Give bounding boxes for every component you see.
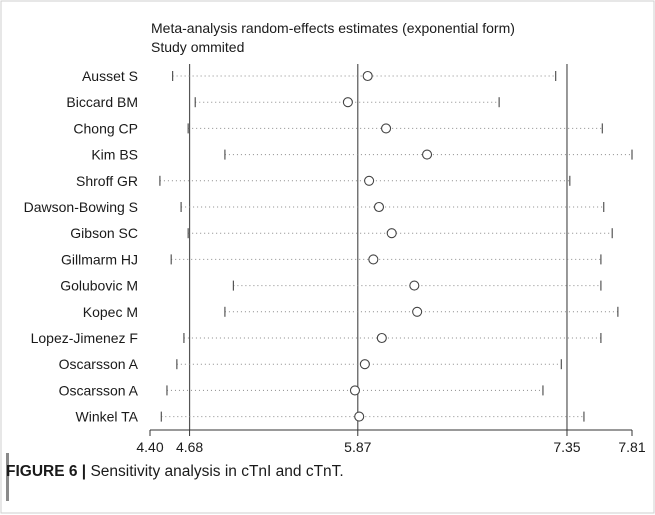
study-label: Chong CP xyxy=(73,120,138,136)
chart-title: Meta-analysis random-effects estimates (… xyxy=(151,20,515,36)
study-row: Lopez-Jimenez F xyxy=(31,330,602,346)
study-row: Shroff GR xyxy=(76,173,571,189)
study-label: Oscarsson A xyxy=(59,356,139,372)
estimate-point xyxy=(368,254,379,265)
study-row: Kim BS xyxy=(91,147,633,163)
chart-subtitle: Study ommited xyxy=(151,39,244,55)
study-label: Kim BS xyxy=(91,147,138,163)
study-label: Lopez-Jimenez F xyxy=(31,330,138,346)
caption-text: Sensitivity analysis in cTnI and cTnT. xyxy=(86,463,344,480)
study-row: Biccard BM xyxy=(66,94,500,110)
estimate-point xyxy=(354,411,365,422)
study-label: Golubovic M xyxy=(60,278,138,294)
study-row: Ausset S xyxy=(82,68,557,84)
study-row: Chong CP xyxy=(73,120,603,136)
estimate-point xyxy=(359,359,370,370)
study-label: Winkel TA xyxy=(76,409,139,425)
figure-caption: FIGURE 6 | Sensitivity analysis in cTnI … xyxy=(6,463,344,481)
x-tick-label: 7.81 xyxy=(618,439,645,455)
estimate-point xyxy=(386,228,397,239)
estimate-point xyxy=(412,306,423,317)
x-tick-label: 7.35 xyxy=(553,439,580,455)
study-row: Golubovic M xyxy=(60,278,602,294)
estimate-point xyxy=(381,123,392,134)
study-label: Gibson SC xyxy=(70,225,138,241)
x-tick-label: 4.68 xyxy=(176,439,203,455)
estimate-point xyxy=(342,97,353,108)
study-rows: Ausset S Biccard BM Chong CP Kim BS Shroff G… xyxy=(24,68,633,425)
study-label: Oscarsson A xyxy=(59,382,139,398)
caption-rule xyxy=(6,453,9,501)
study-label: Dawson-Bowing S xyxy=(24,199,138,215)
study-label: Kopec M xyxy=(83,304,138,320)
study-label: Gillmarm HJ xyxy=(61,251,138,267)
study-row: Winkel TA xyxy=(76,409,585,425)
estimate-point xyxy=(362,70,373,82)
study-row: Gillmarm HJ xyxy=(61,251,602,267)
study-label: Biccard BM xyxy=(66,94,138,110)
estimate-point xyxy=(421,149,433,160)
x-tick-label: 4.40 xyxy=(136,439,163,455)
study-row: Gibson SC xyxy=(70,225,613,241)
study-label: Shroff GR xyxy=(76,173,138,189)
reference-lines xyxy=(188,64,568,430)
caption-label: FIGURE 6 | xyxy=(6,463,87,480)
study-row: Kopec M xyxy=(83,304,619,320)
study-row: Dawson-Bowing S xyxy=(24,199,605,215)
study-label: Ausset S xyxy=(82,68,138,84)
estimate-point xyxy=(349,385,361,396)
x-tick-label: 5.87 xyxy=(344,439,371,455)
study-row: Oscarsson A xyxy=(59,382,544,398)
estimate-point xyxy=(364,175,375,186)
estimate-point xyxy=(409,280,420,291)
study-row: Oscarsson A xyxy=(59,356,562,372)
x-axis: 4.40 4.68 5.87 7.35 7.81 xyxy=(136,429,646,455)
estimate-point xyxy=(376,332,387,344)
estimate-point xyxy=(373,201,385,213)
